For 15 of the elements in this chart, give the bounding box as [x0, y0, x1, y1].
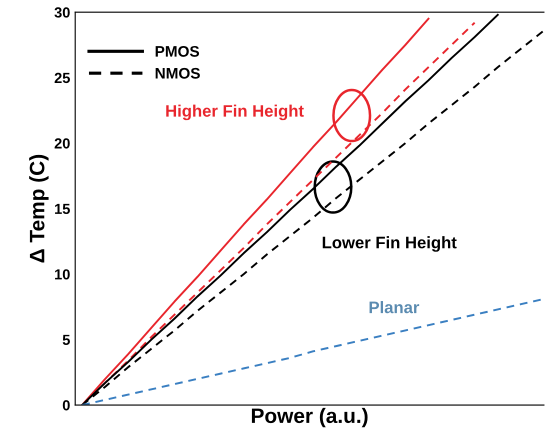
y-tick-label: 0 — [62, 400, 70, 410]
annotation: Higher Fin Height — [166, 104, 304, 120]
y-tick-label: 25 — [54, 72, 70, 84]
y-axis-title: Δ Temp (C) — [29, 154, 49, 263]
y-tick-label: 20 — [54, 138, 70, 149]
y-tick-label: 15 — [55, 204, 70, 214]
annotation: Lower Fin Height — [322, 236, 457, 252]
y-tick-label: 5 — [62, 334, 70, 345]
line-series — [81, 298, 544, 406]
series-label: Planar — [370, 301, 420, 314]
legend-label: NMOS — [156, 68, 200, 79]
x-axis-title: Power (a.u.) — [252, 408, 368, 428]
legend-label: PMOS — [156, 46, 200, 57]
y-tick-label: 30 — [54, 7, 70, 18]
y-tick-label: 10 — [55, 269, 70, 280]
